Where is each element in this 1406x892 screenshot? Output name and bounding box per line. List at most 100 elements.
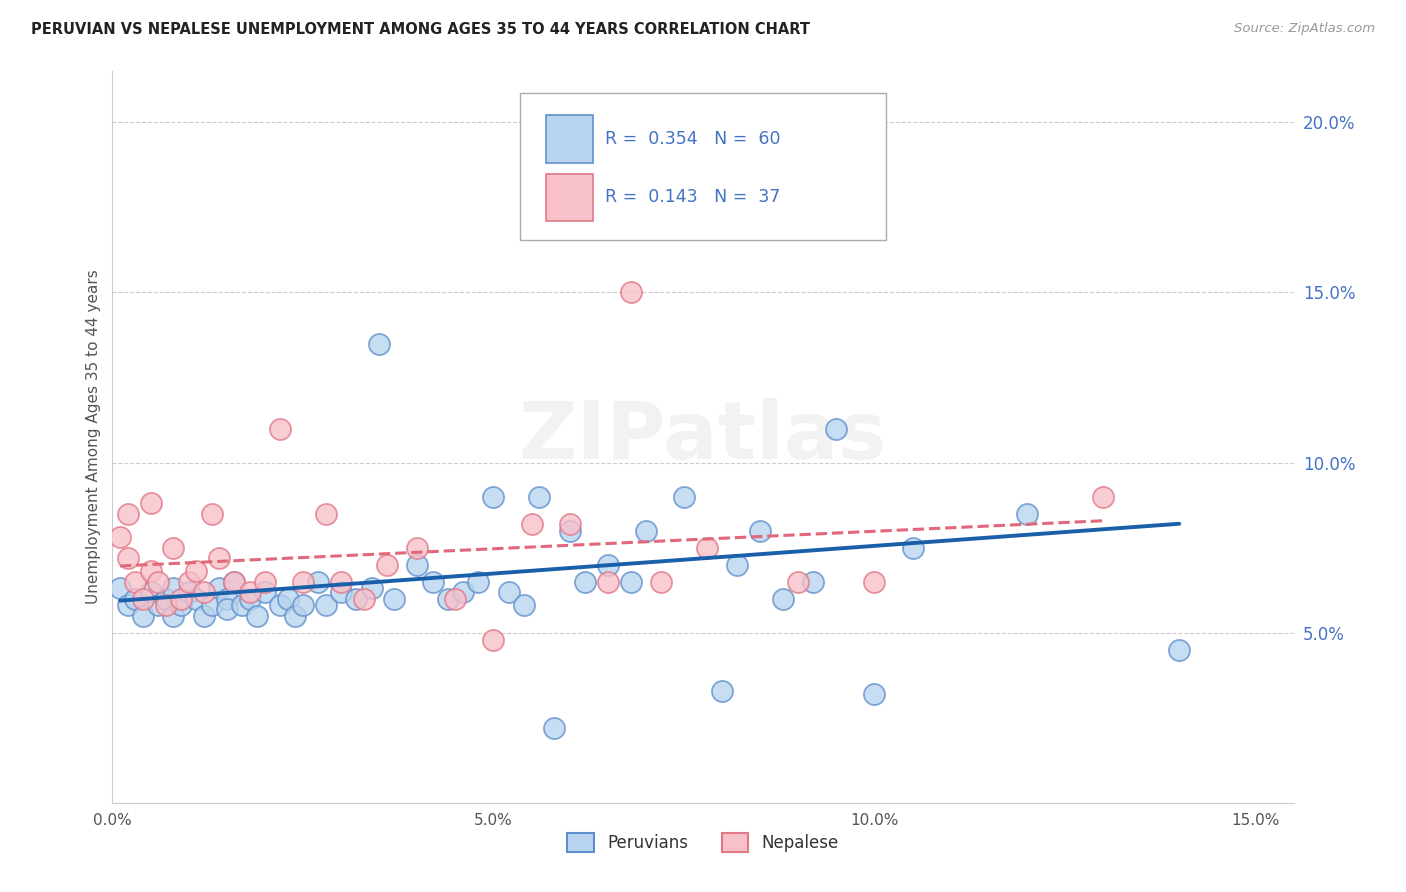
Point bbox=[482, 490, 505, 504]
Point bbox=[224, 574, 246, 589]
Point bbox=[132, 591, 155, 606]
Point bbox=[672, 490, 695, 504]
Point bbox=[558, 516, 581, 531]
Point bbox=[215, 591, 238, 606]
Point bbox=[527, 490, 550, 504]
Point bbox=[711, 683, 734, 698]
Point bbox=[436, 591, 458, 606]
Point bbox=[155, 599, 177, 613]
Point bbox=[513, 599, 536, 613]
Text: PERUVIAN VS NEPALESE UNEMPLOYMENT AMONG AGES 35 TO 44 YEARS CORRELATION CHART: PERUVIAN VS NEPALESE UNEMPLOYMENT AMONG … bbox=[31, 22, 810, 37]
Point bbox=[344, 591, 367, 606]
Point bbox=[406, 558, 429, 572]
Point bbox=[444, 591, 467, 606]
Point bbox=[277, 591, 299, 606]
Point bbox=[224, 574, 246, 589]
Legend: Peruvians, Nepalese: Peruvians, Nepalese bbox=[558, 824, 848, 860]
Point bbox=[1015, 507, 1038, 521]
Point bbox=[543, 721, 565, 735]
Text: R =  0.354   N =  60: R = 0.354 N = 60 bbox=[605, 129, 780, 148]
Point bbox=[269, 421, 291, 435]
Point bbox=[467, 574, 489, 589]
Point bbox=[139, 585, 162, 599]
Point bbox=[901, 541, 924, 555]
Point bbox=[253, 585, 276, 599]
Point bbox=[696, 541, 718, 555]
Point bbox=[825, 421, 848, 435]
Point bbox=[863, 687, 886, 701]
Text: ZIPatlas: ZIPatlas bbox=[519, 398, 887, 476]
Point bbox=[482, 632, 505, 647]
Point bbox=[139, 565, 162, 579]
Point bbox=[558, 524, 581, 538]
Point bbox=[208, 550, 231, 565]
Text: R =  0.143   N =  37: R = 0.143 N = 37 bbox=[605, 188, 780, 206]
Point bbox=[108, 531, 131, 545]
Y-axis label: Unemployment Among Ages 35 to 44 years: Unemployment Among Ages 35 to 44 years bbox=[86, 269, 101, 605]
Point bbox=[749, 524, 772, 538]
Bar bbox=[546, 115, 593, 163]
Point bbox=[231, 599, 253, 613]
Point bbox=[117, 507, 139, 521]
Point bbox=[315, 507, 337, 521]
Point bbox=[162, 541, 184, 555]
Point bbox=[253, 574, 276, 589]
Point bbox=[498, 585, 520, 599]
Point bbox=[787, 201, 810, 215]
Point bbox=[353, 591, 375, 606]
Point bbox=[620, 574, 643, 589]
Point bbox=[117, 599, 139, 613]
Point bbox=[1092, 490, 1115, 504]
Bar bbox=[546, 174, 593, 221]
Point bbox=[200, 507, 222, 521]
Point bbox=[406, 541, 429, 555]
Point bbox=[596, 558, 619, 572]
Point bbox=[132, 608, 155, 623]
Point bbox=[520, 516, 543, 531]
Point bbox=[330, 574, 353, 589]
Point bbox=[269, 599, 291, 613]
Point bbox=[239, 591, 262, 606]
Point bbox=[186, 565, 208, 579]
Point bbox=[139, 496, 162, 510]
Point bbox=[284, 608, 307, 623]
Point bbox=[574, 574, 596, 589]
Point bbox=[117, 550, 139, 565]
Point bbox=[239, 585, 262, 599]
Point bbox=[596, 574, 619, 589]
Point bbox=[208, 582, 231, 596]
Point bbox=[215, 602, 238, 616]
Point bbox=[177, 574, 200, 589]
Point bbox=[1168, 642, 1191, 657]
Point bbox=[155, 591, 177, 606]
Point bbox=[307, 574, 329, 589]
Point bbox=[803, 574, 825, 589]
Point bbox=[650, 574, 672, 589]
Point bbox=[330, 585, 353, 599]
FancyBboxPatch shape bbox=[520, 94, 886, 240]
Point bbox=[162, 582, 184, 596]
Point bbox=[148, 574, 170, 589]
Point bbox=[725, 558, 748, 572]
Point bbox=[451, 585, 474, 599]
Point bbox=[186, 591, 208, 606]
Point bbox=[360, 582, 382, 596]
Point bbox=[315, 599, 337, 613]
Point bbox=[787, 574, 810, 589]
Point bbox=[162, 608, 184, 623]
Point bbox=[200, 599, 222, 613]
Point bbox=[170, 599, 193, 613]
Point bbox=[148, 599, 170, 613]
Point bbox=[384, 591, 406, 606]
Point bbox=[375, 558, 398, 572]
Point bbox=[170, 591, 193, 606]
Point bbox=[124, 591, 146, 606]
Point bbox=[772, 591, 794, 606]
Point bbox=[193, 585, 215, 599]
Point bbox=[108, 582, 131, 596]
Text: Source: ZipAtlas.com: Source: ZipAtlas.com bbox=[1234, 22, 1375, 36]
Point bbox=[368, 336, 391, 351]
Point bbox=[246, 608, 269, 623]
Point bbox=[620, 285, 643, 300]
Point bbox=[863, 574, 886, 589]
